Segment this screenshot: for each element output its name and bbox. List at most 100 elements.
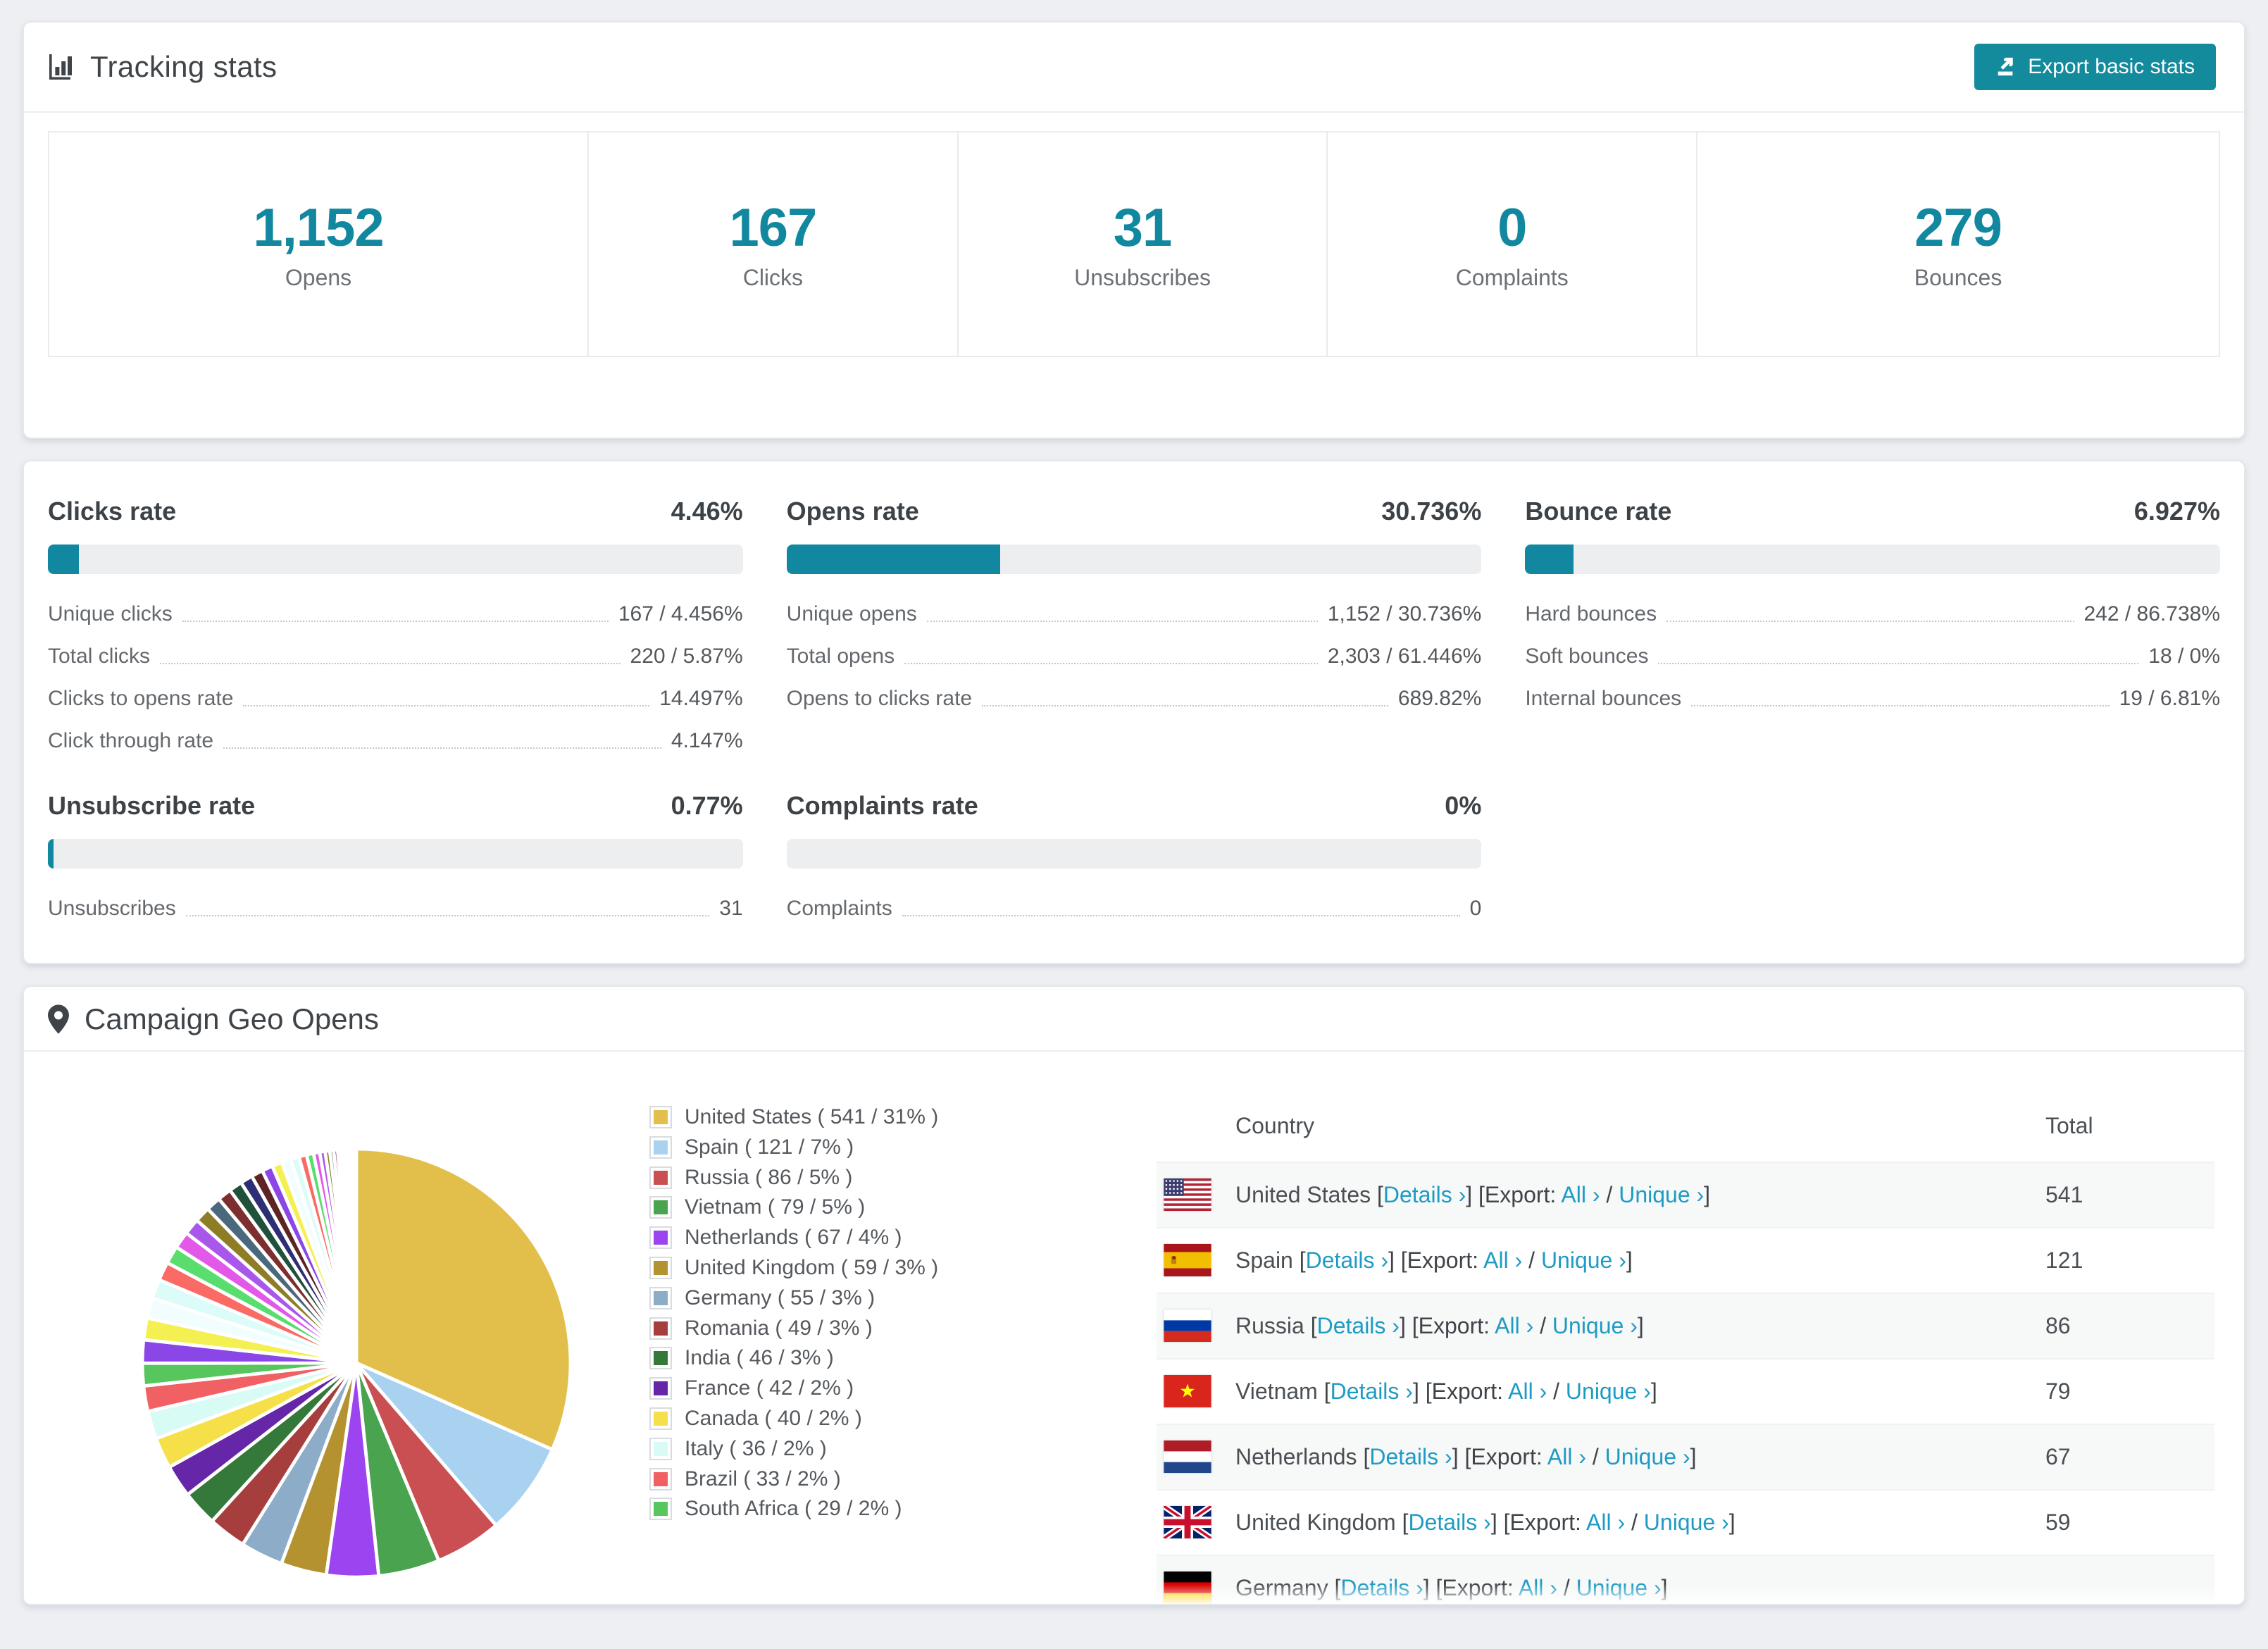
rate-row-value: 18 / 0%	[2148, 644, 2220, 668]
export-all-link[interactable]: All ›	[1495, 1312, 1534, 1338]
export-all-link[interactable]: All ›	[1518, 1574, 1558, 1600]
rate-progress-fill	[48, 544, 79, 574]
legend-item-brazil: Brazil ( 33 / 2% )	[649, 1464, 938, 1494]
rate-block-complaints-rate: Complaints rate 0% Complaints 0	[786, 791, 1482, 921]
rate-row: Hard bounces 242 / 86.738%	[1525, 602, 2220, 626]
tracking-stats-card: Tracking stats Export basic stats 1,152 O…	[23, 21, 2245, 439]
rate-progress-track	[48, 544, 743, 574]
rate-progress-fill	[786, 544, 1000, 574]
rate-row: Internal bounces 19 / 6.81%	[1525, 687, 2220, 711]
rate-head: Complaints rate 0%	[787, 791, 1482, 821]
rate-progress-track	[786, 544, 1482, 574]
geo-table-rows: United States [Details ›] [Export: All ›…	[1157, 1161, 2214, 1604]
dotted-leader	[243, 704, 650, 707]
rate-head: Bounce rate 6.927%	[1525, 497, 2220, 526]
rate-block-bounce-rate: Bounce rate 6.927% Hard bounces 242 / 86.73…	[1525, 497, 2220, 753]
pie-legend: United States ( 541 / 31% ) Spain ( 121 /…	[649, 1102, 939, 1524]
dotted-leader	[982, 704, 1388, 707]
stat-label: Unsubscribes	[1074, 264, 1211, 290]
details-link[interactable]: Details ›	[1408, 1509, 1491, 1535]
legend-item-india: India ( 46 / 3% )	[649, 1343, 938, 1374]
rate-row: Soft bounces 18 / 0%	[1525, 645, 2220, 668]
legend-label: United States ( 541 / 31% )	[685, 1104, 939, 1128]
legend-swatch	[649, 1467, 672, 1491]
stat-value: 0	[1497, 198, 1527, 258]
geo-total-cell: 67	[2045, 1443, 2071, 1469]
pie-svg	[140, 1147, 573, 1579]
rate-row-label: Unsubscribes	[48, 896, 176, 920]
details-link[interactable]: Details ›	[1340, 1574, 1423, 1600]
legend-label: India ( 46 / 3% )	[685, 1346, 834, 1370]
tracking-stats-title-text: Tracking stats	[90, 50, 278, 83]
export-basic-stats-button[interactable]: Export basic stats	[1974, 44, 2216, 90]
geo-table-row-vietnam: Vietnam [Details ›] [Export: All › / Uni…	[1157, 1357, 2214, 1424]
export-unique-link[interactable]: Unique ›	[1540, 1247, 1626, 1273]
legend-swatch	[649, 1377, 672, 1400]
export-all-link[interactable]: All ›	[1483, 1247, 1523, 1273]
dotted-leader	[926, 620, 1318, 622]
details-link[interactable]: Details ›	[1383, 1181, 1466, 1207]
geo-content: United States ( 541 / 31% ) Spain ( 121 /…	[24, 1052, 2244, 1604]
details-link[interactable]: Details ›	[1316, 1312, 1400, 1338]
rate-row-value: 2,303 / 61.446%	[1327, 644, 1482, 668]
legend-item-germany: Germany ( 55 / 3% )	[649, 1283, 938, 1313]
geo-table-row-united-kingdom: United Kingdom [Details ›] [Export: All …	[1157, 1488, 2214, 1555]
geo-table-row-russia: Russia [Details ›] [Export: All › / Uniq…	[1157, 1292, 2214, 1358]
geo-table-col-total: Total	[2045, 1112, 2093, 1138]
export-all-link[interactable]: All ›	[1508, 1378, 1547, 1404]
export-all-link[interactable]: All ›	[1561, 1181, 1600, 1207]
legend-item-vietnam: Vietnam ( 79 / 5% )	[649, 1193, 938, 1223]
stat-value: 1,152	[253, 198, 384, 258]
legend-swatch	[649, 1407, 672, 1430]
rate-title: Unsubscribe rate	[48, 790, 256, 820]
export-unique-link[interactable]: Unique ›	[1619, 1181, 1705, 1207]
export-unique-link[interactable]: Unique ›	[1643, 1509, 1729, 1535]
export-unique-link[interactable]: Unique ›	[1552, 1312, 1638, 1338]
rate-title: Opens rate	[786, 496, 919, 525]
details-link[interactable]: Details ›	[1305, 1247, 1388, 1273]
details-link[interactable]: Details ›	[1330, 1378, 1413, 1404]
geo-total-cell: 86	[2045, 1312, 2071, 1338]
rate-progress-fill	[1525, 544, 1574, 574]
rate-progress-track	[786, 838, 1482, 869]
rate-row-label: Total clicks	[48, 644, 151, 668]
rate-row: Complaints 0	[787, 897, 1482, 921]
export-unique-link[interactable]: Unique ›	[1565, 1378, 1651, 1404]
geo-total-cell: 79	[2045, 1378, 2071, 1404]
export-unique-link[interactable]: Unique ›	[1576, 1574, 1662, 1600]
legend-swatch	[649, 1196, 672, 1219]
geo-total-cell: 121	[2045, 1247, 2083, 1273]
legend-item-spain: Spain ( 121 / 7% )	[649, 1132, 938, 1162]
rate-value: 30.736%	[1381, 496, 1482, 525]
dotted-leader	[1666, 620, 2074, 622]
legend-swatch	[649, 1256, 672, 1279]
legend-label: Germany ( 55 / 3% )	[685, 1286, 876, 1309]
rate-row-value: 689.82%	[1397, 686, 1482, 710]
flag-ru-icon	[1164, 1309, 1211, 1343]
country-name: Netherlands	[1235, 1443, 1357, 1469]
tracking-stats-title: Tracking stats	[48, 50, 277, 84]
legend-label: Spain ( 121 / 7% )	[685, 1135, 854, 1159]
stat-value: 167	[729, 198, 817, 258]
rate-row: Clicks to opens rate 14.497%	[48, 687, 743, 711]
export-all-link[interactable]: All ›	[1586, 1509, 1626, 1535]
flag-vn-icon	[1164, 1375, 1211, 1408]
legend-label: Russia ( 86 / 5% )	[685, 1165, 853, 1189]
rate-rows: Unique clicks 167 / 4.456% Total clicks 220…	[48, 602, 743, 753]
rate-row: Click through rate 4.147%	[48, 729, 743, 753]
export-unique-link[interactable]: Unique ›	[1605, 1443, 1690, 1469]
rate-rows: Hard bounces 242 / 86.738% Soft bounces 18 …	[1525, 602, 2220, 711]
tracking-stats-header: Tracking stats Export basic stats	[24, 23, 2244, 113]
rate-value: 4.46%	[671, 496, 743, 525]
legend-item-united-states: United States ( 541 / 31% )	[649, 1102, 939, 1133]
geo-title: Campaign Geo Opens	[85, 1002, 379, 1035]
legend-label: Canada ( 40 / 2% )	[685, 1406, 862, 1430]
details-link[interactable]: Details ›	[1369, 1443, 1452, 1469]
country-name: United States	[1235, 1181, 1371, 1207]
geo-table-col-country: Country	[1235, 1112, 1315, 1138]
dotted-leader	[902, 914, 1460, 916]
rate-row: Unique clicks 167 / 4.456%	[48, 602, 743, 626]
export-all-link[interactable]: All ›	[1547, 1443, 1586, 1469]
dotted-leader	[1658, 662, 2139, 664]
dotted-leader	[1691, 704, 2110, 707]
